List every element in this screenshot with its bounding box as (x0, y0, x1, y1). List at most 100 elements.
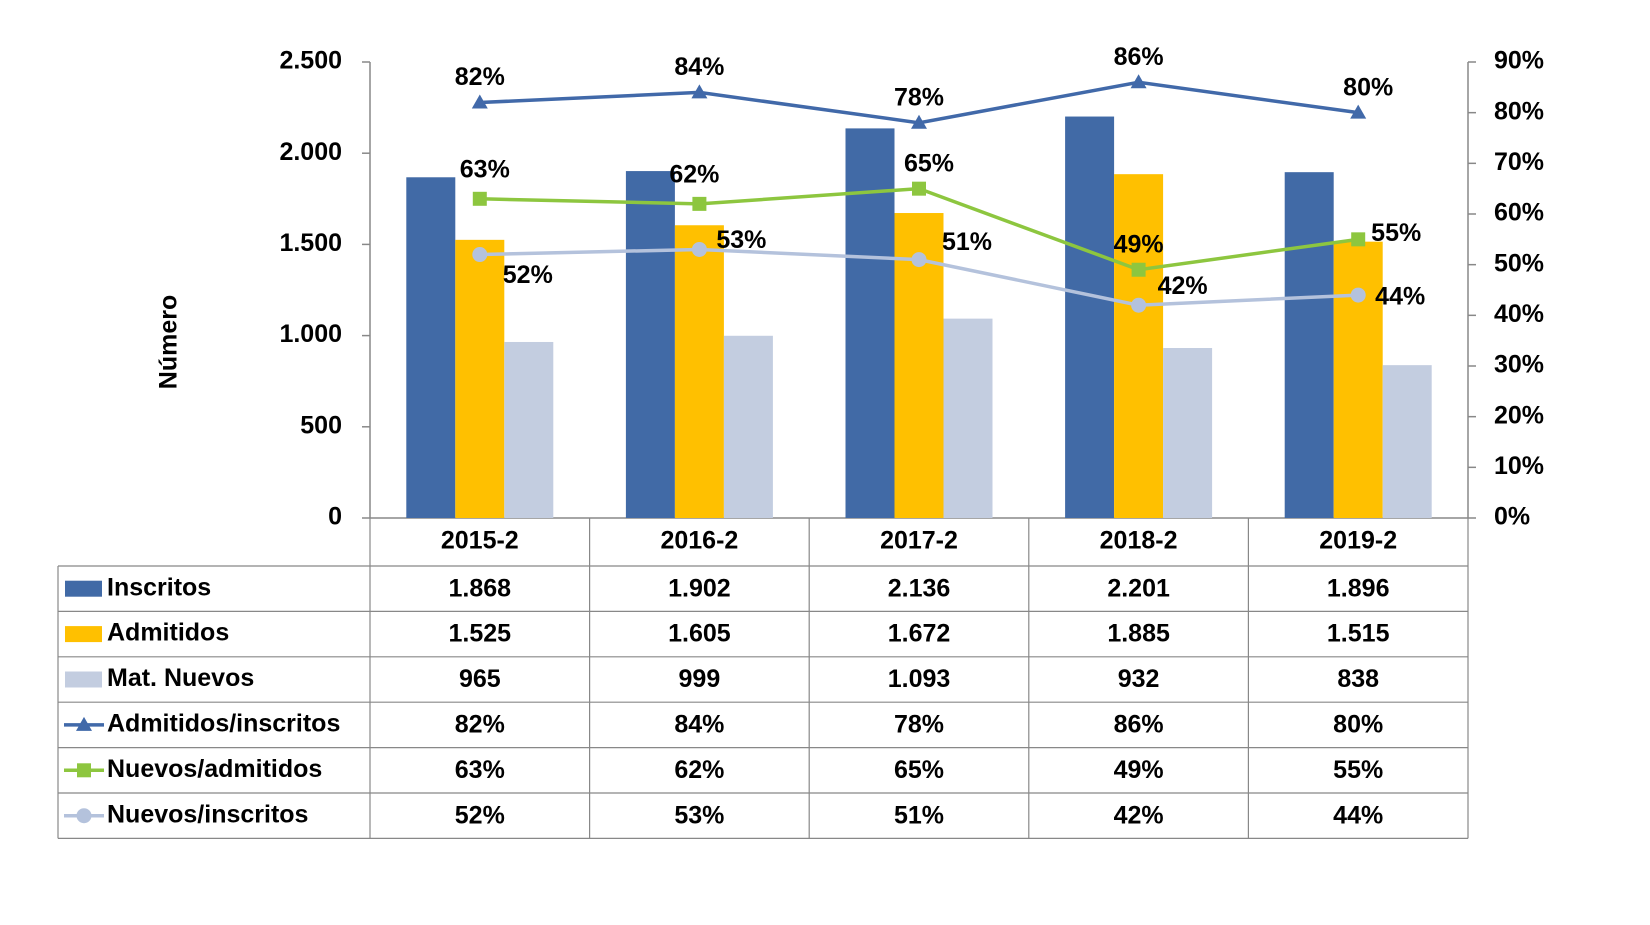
data-label: 52% (503, 261, 553, 289)
table-cell: 1.896 (1327, 574, 1390, 602)
table-cell: 62% (674, 756, 724, 784)
y2-tick-label: 90% (1494, 47, 1544, 75)
line-marker (1131, 297, 1147, 313)
legend-label: Admitidos (107, 619, 229, 647)
x-tick-label: 2015-2 (441, 527, 519, 555)
y2-tick-label: 20% (1494, 401, 1544, 429)
table-cell: 84% (674, 711, 724, 739)
table-cell: 932 (1118, 665, 1160, 693)
y2-tick-label: 70% (1494, 148, 1544, 176)
line-marker (691, 241, 707, 257)
line-marker (1130, 74, 1147, 89)
bar (1163, 348, 1213, 518)
table-cell: 1.885 (1107, 620, 1170, 648)
line-marker (1350, 287, 1366, 303)
table-cell: 80% (1333, 711, 1383, 739)
legend-swatch (65, 626, 102, 643)
table-cell: 838 (1337, 665, 1379, 693)
y2-tick-label: 30% (1494, 351, 1544, 379)
table-cell: 55% (1333, 756, 1383, 784)
data-label: 55% (1371, 219, 1421, 247)
y-tick-label: 1.000 (279, 320, 342, 348)
x-tick-label: 2018-2 (1100, 527, 1178, 555)
line-marker (472, 247, 488, 263)
data-label: 62% (669, 160, 719, 188)
legend-label: Admitidos/inscritos (107, 710, 340, 738)
table-cell: 44% (1333, 801, 1383, 829)
bar (504, 341, 554, 518)
y-tick-label: 500 (300, 411, 342, 439)
y2-tick-label: 0% (1494, 503, 1530, 531)
table-cell: 82% (455, 711, 505, 739)
line-marker (471, 94, 488, 109)
line-marker (1350, 104, 1367, 119)
data-label: 63% (460, 155, 510, 183)
y2-tick-label: 80% (1494, 97, 1544, 125)
y2-tick-label: 60% (1494, 199, 1544, 227)
table-cell: 51% (894, 801, 944, 829)
x-tick-label: 2019-2 (1319, 527, 1397, 555)
legend-swatch (65, 580, 102, 597)
x-tick-label: 2016-2 (660, 527, 738, 555)
bar (845, 128, 895, 518)
legend-label: Nuevos/inscritos (107, 800, 308, 828)
table-cell: 1.515 (1327, 620, 1390, 648)
table-cell: 63% (455, 756, 505, 784)
table-cell: 49% (1114, 756, 1164, 784)
data-label: 84% (674, 53, 724, 81)
legend-marker (77, 763, 91, 778)
data-label: 82% (455, 63, 505, 91)
line-marker (911, 252, 927, 268)
legend-label: Nuevos/admitidos (107, 755, 322, 783)
data-label: 78% (894, 83, 944, 111)
line-marker (1351, 232, 1366, 247)
table-cell: 999 (679, 665, 721, 693)
y-tick-label: 1.500 (279, 229, 342, 257)
table-cell: 1.868 (449, 574, 512, 602)
legend-marker (76, 808, 92, 824)
table-cell: 86% (1114, 711, 1164, 739)
y-axis-label: Número (155, 295, 183, 389)
data-label: 44% (1375, 283, 1425, 311)
table-cell: 1.093 (888, 665, 951, 693)
table-cell: 1.902 (668, 574, 731, 602)
data-label: 49% (1114, 230, 1164, 258)
table-cell: 42% (1114, 801, 1164, 829)
x-tick-label: 2017-2 (880, 527, 958, 555)
table-cell: 1.605 (668, 620, 731, 648)
data-label: 51% (942, 228, 992, 256)
line-marker (692, 196, 707, 211)
bar (943, 318, 993, 518)
data-label: 80% (1343, 73, 1393, 101)
line-marker (472, 191, 487, 206)
line-marker (912, 181, 926, 196)
data-label: 42% (1158, 272, 1208, 300)
bar (723, 335, 773, 518)
bar (455, 239, 505, 518)
legend-label: Inscritos (107, 573, 211, 601)
y-tick-label: 2.000 (279, 138, 342, 166)
y2-tick-label: 10% (1494, 452, 1544, 480)
legend-label: Mat. Nuevos (107, 664, 254, 692)
line-marker (911, 114, 927, 129)
table-cell: 52% (455, 801, 505, 829)
table-cell: 2.136 (888, 574, 951, 602)
table-cell: 78% (894, 711, 944, 739)
table-cell: 1.525 (449, 620, 512, 648)
bar (1114, 174, 1164, 518)
bar (674, 225, 724, 519)
table-cell: 53% (674, 801, 724, 829)
y2-tick-label: 40% (1494, 300, 1544, 328)
table-cell: 965 (459, 665, 501, 693)
bar (1284, 172, 1334, 518)
data-label: 86% (1114, 43, 1164, 71)
table-cell: 2.201 (1107, 574, 1170, 602)
bar (1065, 116, 1115, 518)
legend-swatch (65, 671, 102, 688)
line-marker (691, 84, 708, 99)
table-cell: 65% (894, 756, 944, 784)
data-label: 65% (904, 149, 954, 177)
data-label: 53% (716, 226, 766, 254)
y2-tick-label: 50% (1494, 249, 1544, 277)
